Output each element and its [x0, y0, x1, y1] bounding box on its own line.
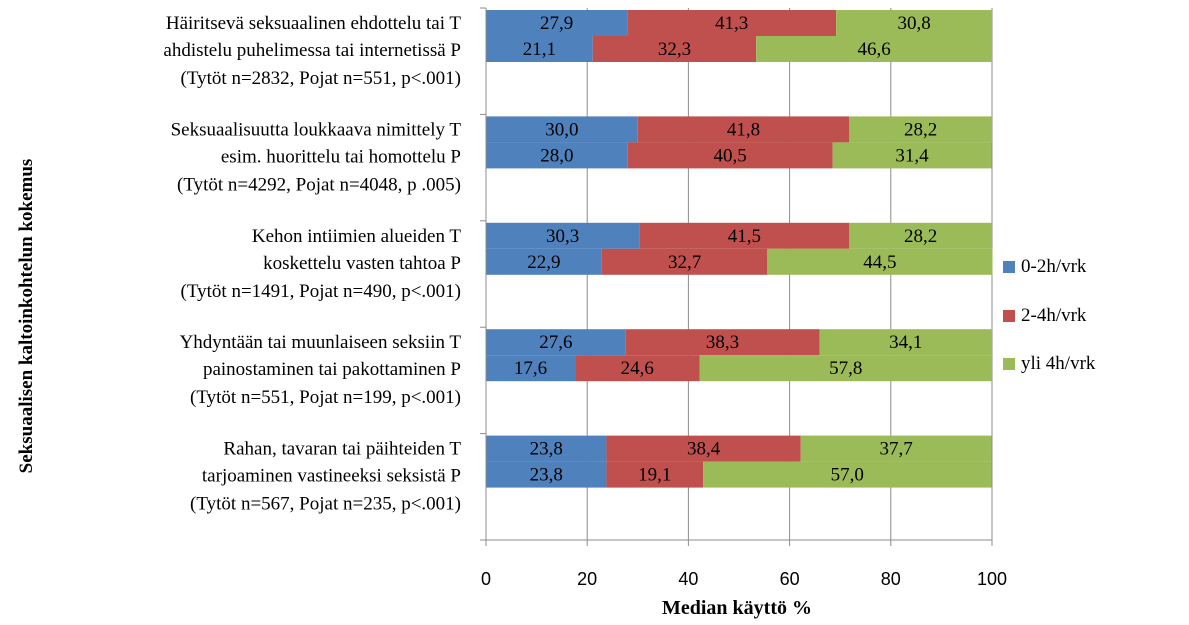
bar-segment-g1-P-s3: [756, 36, 992, 62]
data-label-g1-T-s3: 30,8: [897, 13, 930, 34]
data-label-g3-T-s1: 30,3: [546, 226, 579, 247]
x-tick-label-100: 100: [977, 569, 1007, 589]
legend-swatch-1: [1003, 261, 1015, 273]
x-tick-label-60: 60: [780, 569, 800, 589]
data-label-g3-T-s3: 28,2: [904, 226, 937, 247]
bar-segment-g3-T-s1: [486, 222, 640, 249]
x-axis-title: Median käyttö %: [662, 597, 812, 619]
bar-segment-g3-T-s3: [849, 222, 992, 249]
category-label-g1-line2: ahdistelu puhelimessa tai internetissä P: [163, 40, 461, 61]
data-label-g3-P-s2: 32,7: [668, 252, 701, 273]
legend-label-1: 0-2h/vrk: [1021, 256, 1087, 277]
data-label-g5-P-s3: 57,0: [831, 465, 864, 486]
category-label-g3-line2: koskettelu vasten tahtoa P: [263, 253, 461, 274]
bar-segment-g4-T-s1: [486, 329, 626, 356]
bar-segment-g5-T-s2: [606, 435, 801, 462]
category-label-g5-line3: (Tytöt n=567, Pojat n=235, p<.001): [190, 494, 461, 515]
data-label-g1-T-s1: 27,9: [540, 13, 573, 34]
bar-segment-g3-P-s3: [767, 248, 993, 275]
bar-segment-g5-P-s3: [703, 461, 992, 488]
bar-segment-g2-T-s3: [849, 116, 992, 143]
bar-segment-g5-T-s1: [486, 435, 607, 462]
bar-segment-g4-T-s2: [625, 329, 820, 356]
data-label-g2-T-s2: 41,8: [727, 119, 760, 140]
category-label-g4-line1: Yhdyntään tai muunlaiseen seksiin T: [180, 332, 462, 353]
data-label-g2-T-s3: 28,2: [904, 119, 937, 140]
x-tick-label-20: 20: [577, 569, 597, 589]
data-label-g4-T-s2: 38,3: [706, 332, 739, 353]
category-labels: Häiritsevä seksuaalinen ehdottelu tai T a…: [163, 13, 461, 515]
category-label-g3-line1: Kehon intiimien alueiden T: [252, 226, 462, 247]
bar-segment-g3-P-s2: [601, 248, 768, 275]
legend-swatch-3: [1003, 358, 1015, 370]
category-label-g4-line2: painostaminen tai pakottaminen P: [203, 359, 461, 380]
bar-segment-g5-T-s3: [800, 435, 992, 462]
data-label-g3-T-s2: 41,5: [728, 226, 761, 247]
data-label-g1-P-s2: 32,3: [658, 39, 691, 60]
data-label-g4-P-s3: 57,8: [829, 358, 862, 379]
data-label-g1-P-s3: 46,6: [857, 39, 890, 60]
bar-segment-g4-P-s3: [699, 355, 992, 382]
axes: 0 20 40 60 80 100: [480, 7, 1007, 589]
data-label-g2-P-s2: 40,5: [714, 145, 747, 166]
bar-segment-g1-P-s2: [592, 36, 757, 62]
category-label-g2-line2: esim. huorittelu tai homottelu P: [221, 146, 461, 167]
bar-segment-g2-P-s2: [627, 142, 833, 169]
legend-label-2: 2-4h/vrk: [1021, 305, 1087, 326]
bar-segment-g4-T-s3: [819, 329, 992, 356]
y-axis-title: Seksuaalisen kaltoinkohtelun kokemus: [16, 159, 37, 474]
bar-segment-g4-P-s1: [486, 355, 576, 382]
data-label-g4-T-s3: 34,1: [889, 332, 922, 353]
data-label-g4-T-s1: 27,6: [539, 332, 572, 353]
category-label-g3-line3: (Tytöt n=1491, Pojat n=490, p<.001): [181, 281, 461, 302]
data-label-g5-T-s3: 37,7: [879, 439, 912, 460]
data-label-g1-T-s2: 41,3: [715, 13, 748, 34]
data-label-g1-P-s1: 21,1: [523, 39, 556, 60]
x-tick-label-80: 80: [881, 569, 901, 589]
bars: 27,9 41,3 30,8 21,1 32,3 46,6 30,0 41,8 28,2 28,0…: [486, 10, 993, 488]
bar-segment-g3-P-s1: [486, 248, 602, 275]
data-label-g4-P-s1: 17,6: [514, 358, 547, 379]
bar-segment-g3-T-s2: [639, 222, 850, 249]
data-label-g4-P-s2: 24,6: [621, 358, 654, 379]
bar-segment-g1-T-s1: [486, 10, 628, 36]
category-label-g1-line3: (Tytöt n=2832, Pojat n=551, p<.001): [181, 68, 461, 89]
bar-segment-g5-P-s1: [486, 461, 607, 488]
legend-label-3: yli 4h/vrk: [1021, 353, 1096, 374]
category-label-g5-line2: tarjoaminen vastineeksi seksistä P: [202, 466, 461, 487]
data-label-g3-P-s3: 44,5: [863, 252, 896, 273]
data-label-g5-T-s2: 38,4: [687, 439, 721, 460]
category-label-g2-line1: Seksuaalisuutta loukkaava nimittely T: [171, 119, 462, 140]
data-label-g5-P-s1: 23,8: [530, 465, 563, 486]
bar-segment-g2-P-s1: [486, 142, 628, 169]
bar-segment-g1-T-s3: [836, 10, 992, 36]
category-label-g2-line3: (Tytöt n=4292, Pojat n=4048, p .005): [177, 174, 461, 195]
legend-swatch-2: [1003, 310, 1015, 322]
bar-segment-g2-P-s3: [832, 142, 992, 169]
bar-segment-g5-P-s2: [606, 461, 704, 488]
bar-segment-g2-T-s2: [637, 116, 850, 143]
bar-segment-g1-P-s1: [486, 36, 593, 62]
bar-segment-g4-P-s2: [575, 355, 700, 382]
category-label-g1-line1: Häiritsevä seksuaalinen ehdottelu tai T: [166, 13, 462, 34]
x-tick-label-0: 0: [481, 569, 491, 589]
data-label-g5-P-s2: 19,1: [638, 465, 671, 486]
category-label-g5-line1: Rahan, tavaran tai päihteiden T: [223, 439, 461, 460]
legend: 0-2h/vrk 2-4h/vrk yli 4h/vrk: [1003, 256, 1096, 374]
bar-segment-g2-T-s1: [486, 116, 638, 143]
data-label-g5-T-s1: 23,8: [530, 439, 563, 460]
bar-segment-g1-T-s2: [627, 10, 837, 36]
data-label-g2-T-s1: 30,0: [545, 119, 578, 140]
data-label-g3-P-s1: 22,9: [527, 252, 560, 273]
data-label-g2-P-s1: 28,0: [540, 145, 573, 166]
x-tick-label-40: 40: [678, 569, 698, 589]
data-label-g2-P-s3: 31,4: [895, 145, 929, 166]
category-label-g4-line3: (Tytöt n=551, Pojat n=199, p<.001): [190, 387, 461, 408]
